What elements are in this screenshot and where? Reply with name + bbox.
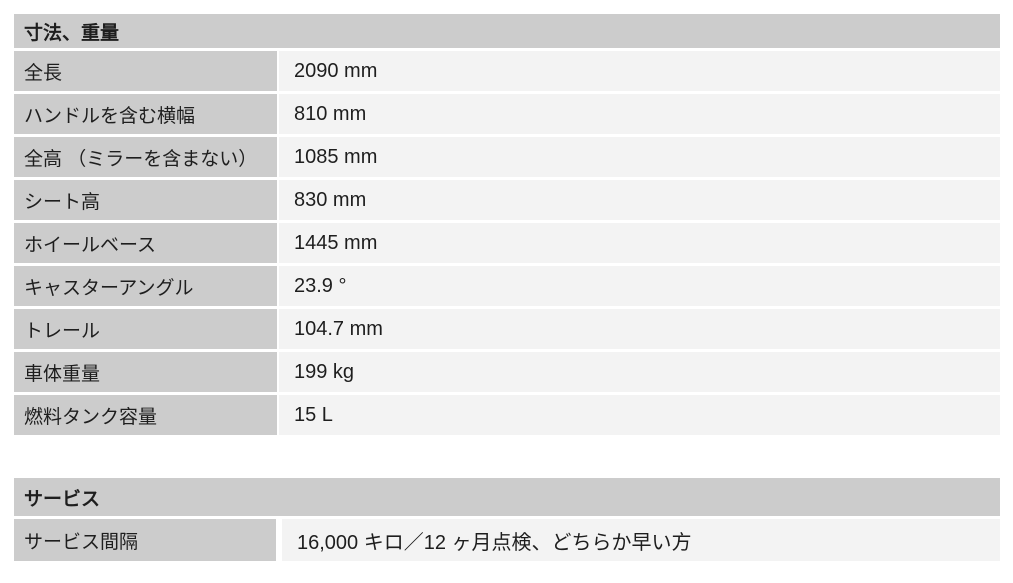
table-header-dimensions-weight: 寸法、重量 [14,14,1000,48]
row-label: ホイールベース [14,223,277,263]
spec-row-overall-height: 全高 （ミラーを含まない） 1085 mm [14,137,1000,177]
table-title: サービス [24,488,101,510]
spec-row-seat-height: シート高 830 mm [14,180,1000,220]
row-label: 全長 [14,51,277,91]
spec-row-caster-angle: キャスターアングル 23.9 ° [14,266,1000,306]
row-label: トレール [14,309,277,349]
row-value: 2090 mm [279,51,1000,91]
row-label: シート高 [14,180,277,220]
spec-row-overall-length: 全長 2090 mm [14,51,1000,91]
row-value: 15 L [279,395,1000,435]
spec-row-service-interval: サービス間隔 16,000 キロ／12 ヶ月点検、どちらか早い方 [14,519,1000,561]
row-value: 810 mm [279,94,1000,134]
spec-row-trail: トレール 104.7 mm [14,309,1000,349]
row-value: 16,000 キロ／12 ヶ月点検、どちらか早い方 [282,519,1000,561]
spec-row-vehicle-weight: 車体重量 199 kg [14,352,1000,392]
row-label: 全高 （ミラーを含まない） [14,137,277,177]
row-label: サービス間隔 [14,519,276,561]
row-label: キャスターアングル [14,266,277,306]
row-label: ハンドルを含む横幅 [14,94,277,134]
spec-row-wheelbase: ホイールベース 1445 mm [14,223,1000,263]
spec-row-fuel-tank-capacity: 燃料タンク容量 15 L [14,395,1000,435]
service-table: サービス サービス間隔 16,000 キロ／12 ヶ月点検、どちらか早い方 [14,478,1000,561]
row-value: 199 kg [279,352,1000,392]
row-value: 23.9 ° [279,266,1000,306]
row-label: 車体重量 [14,352,277,392]
row-value: 1085 mm [279,137,1000,177]
row-label: 燃料タンク容量 [14,395,277,435]
spec-row-overall-width: ハンドルを含む横幅 810 mm [14,94,1000,134]
row-value: 104.7 mm [279,309,1000,349]
row-value: 830 mm [279,180,1000,220]
row-value: 1445 mm [279,223,1000,263]
table-header-service: サービス [14,478,1000,516]
table-title: 寸法、重量 [24,22,120,44]
dimensions-weight-table: 寸法、重量 全長 2090 mm ハンドルを含む横幅 810 mm 全高 （ミラ… [14,14,1000,435]
